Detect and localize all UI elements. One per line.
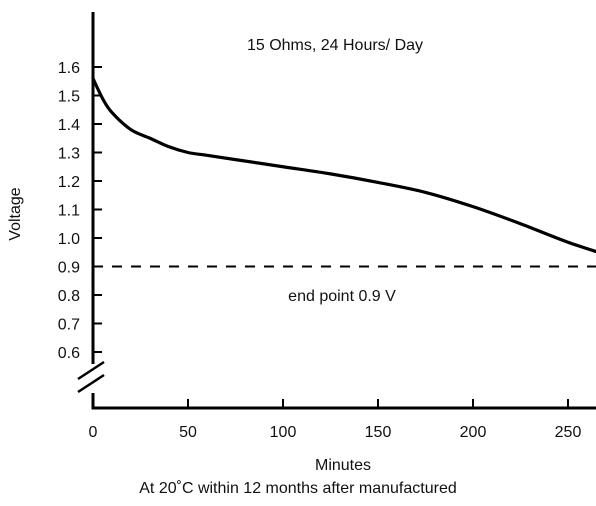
y-tick-label: 1.0 <box>58 231 80 248</box>
y-tick-label: 0.8 <box>58 288 80 305</box>
axis-break-mark <box>77 360 105 381</box>
y-tick-label: 1.2 <box>58 174 80 191</box>
y-tick-label: 1.3 <box>58 146 80 163</box>
x-axis: 050100150200250300350 <box>89 399 596 441</box>
x-tick-label: 250 <box>555 424 582 441</box>
x-axis-label: Minutes <box>315 457 371 474</box>
x-tick-label: 100 <box>270 424 297 441</box>
chart-caption: At 20˚C within 12 months after manufactu… <box>139 480 457 497</box>
y-tick-label: 1.5 <box>58 89 80 106</box>
x-tick-label: 200 <box>460 424 487 441</box>
axis-break-mark <box>77 373 105 394</box>
y-tick-label: 0.9 <box>58 260 80 277</box>
series-group <box>91 76 596 254</box>
y-axis-label: Voltage <box>7 187 24 240</box>
y-axis: 1.6 1.5 1.4 1.3 1.2 1.1 1.0 0.9 0.8 0.7 0.6 <box>58 12 105 410</box>
x-tick-label: 0 <box>89 424 98 441</box>
y-tick-label: 1.1 <box>58 203 80 220</box>
x-tick-label: 50 <box>179 424 197 441</box>
y-tick-label: 1.6 <box>58 60 80 77</box>
y-tick-label: 0.7 <box>58 317 80 334</box>
y-tick-label: 1.4 <box>58 117 80 134</box>
chart-title: 15 Ohms, 24 Hours/ Day <box>247 37 423 54</box>
discharge-curve <box>91 76 596 254</box>
x-tick-label: 150 <box>365 424 392 441</box>
y-tick-label: 0.6 <box>58 345 80 362</box>
end-point-label: end point 0.9 V <box>288 288 396 305</box>
